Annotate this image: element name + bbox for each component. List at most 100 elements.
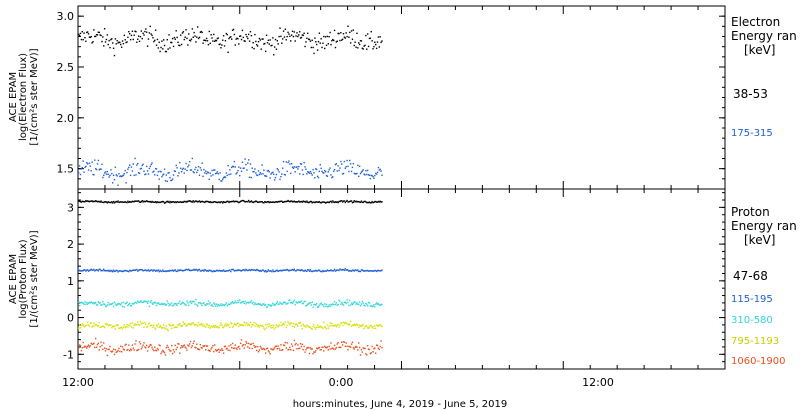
data-point [235,324,237,326]
y-tick-label: 3.0 [57,10,75,23]
data-point [343,301,346,304]
data-point [255,40,257,43]
data-point [204,201,206,204]
data-point [294,40,296,42]
data-point [274,201,277,203]
data-point [320,302,322,304]
data-point [256,201,259,203]
data-point [214,349,217,351]
data-point [93,322,95,325]
data-point [175,164,177,167]
data-point [359,40,362,42]
data-point [78,33,80,36]
data-point [107,201,109,203]
data-point [78,34,81,37]
data-point [255,345,257,348]
data-point [95,346,98,348]
data-point [120,302,123,304]
data-point [267,350,270,352]
data-point [380,270,382,272]
data-point [93,268,95,271]
data-point [215,172,218,174]
data-point [264,201,266,203]
data-point [309,170,312,173]
data-point [364,270,366,272]
data-point [154,167,157,170]
data-point [364,305,366,307]
data-point [297,168,299,170]
data-point [263,169,265,171]
data-point [298,347,300,350]
data-point [231,200,234,203]
data-point [220,322,222,324]
data-point [131,200,134,203]
data-point [227,349,229,351]
data-point [281,167,284,169]
data-point [156,270,159,272]
data-point [330,200,332,203]
data-point [134,157,136,160]
data-point [146,200,149,203]
data-point [344,167,347,169]
data-point [208,269,211,271]
data-point [273,347,276,349]
data-point [135,174,137,176]
data-point [146,269,149,272]
data-point [306,173,308,175]
data-point [180,269,183,271]
data-point [228,269,230,272]
data-point [298,322,301,324]
data-point [121,40,124,42]
data-point [341,269,343,271]
data-point [332,325,335,327]
electron-y-axis-label: ACE EPAM log(Electron Flux) [1/(cm²s ste… [8,48,40,145]
data-point [298,31,301,33]
data-point [281,303,283,305]
data-point [257,303,260,305]
data-point [83,269,85,271]
data-point [179,167,182,170]
data-point [106,323,109,325]
data-point [289,201,291,203]
data-point [116,350,118,353]
data-point [279,301,281,304]
data-point [208,30,211,33]
data-point [157,269,160,271]
data-point [202,42,204,44]
data-point [264,201,267,203]
data-point [148,32,151,34]
data-point [207,270,210,272]
data-point [171,269,174,271]
data-point [126,349,128,351]
data-point [375,303,377,305]
data-point [287,161,289,164]
data-point [144,321,146,324]
data-point [299,321,302,324]
data-point [337,165,339,167]
data-point [196,270,199,272]
data-point [165,270,168,273]
data-point [127,168,129,170]
data-point [179,34,182,36]
data-point [104,350,107,352]
data-point [171,178,174,180]
data-point [268,323,270,325]
data-point [97,324,100,327]
data-point [145,173,147,175]
data-point [278,303,280,305]
data-point [188,39,191,42]
data-point [111,325,114,328]
data-point [167,346,169,349]
data-point [142,344,144,346]
data-point [155,44,158,46]
data-point [222,326,225,328]
data-point [320,202,322,204]
data-point [154,302,157,304]
data-point [96,201,99,203]
data-point [292,167,295,170]
data-point [334,348,337,350]
data-point [99,346,101,348]
data-point [175,201,177,204]
data-point [318,269,321,271]
data-point [373,270,375,272]
